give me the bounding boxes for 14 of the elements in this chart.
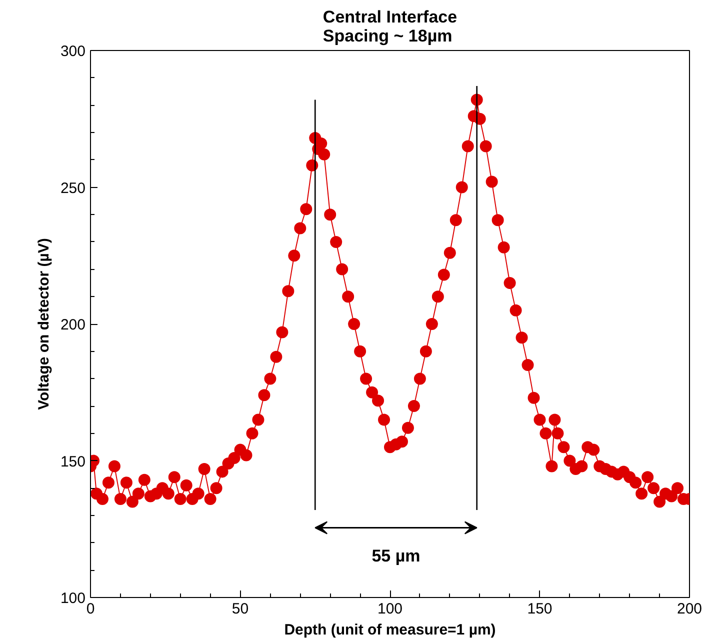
x-tick-label: 100 <box>377 600 403 618</box>
x-axis-title: Depth (unit of measure=1 µm) <box>284 622 496 638</box>
chart-title: Central Interface Spacing ~ 18µm <box>322 8 458 46</box>
y-tick-label: 300 <box>60 43 86 60</box>
x-tick-label: 0 <box>86 600 95 618</box>
x-tick-label: 50 <box>232 600 249 618</box>
x-tick-label: 200 <box>676 600 702 618</box>
x-tick-label: 150 <box>527 600 552 618</box>
y-tick-label: 200 <box>60 316 86 334</box>
y-tick-label: 150 <box>60 453 86 470</box>
annotation: 55 µm <box>372 546 420 566</box>
y-axis-title: Voltage on detector (µV) <box>35 238 52 410</box>
y-tick-label: 250 <box>60 180 86 197</box>
y-tick-label: 100 <box>60 590 86 607</box>
